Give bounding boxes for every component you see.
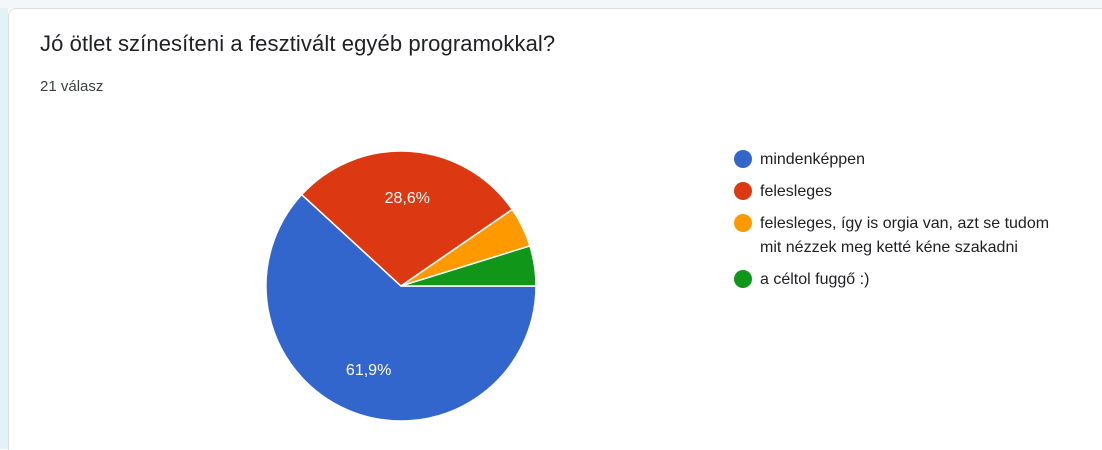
page-edge-left [0, 0, 8, 449]
legend-item-3[interactable]: a céltol fuggő :) [734, 268, 1074, 292]
legend-dot-1 [734, 182, 752, 200]
pie-slice-3[interactable] [400, 244, 537, 287]
legend-item-1[interactable]: felesleges [734, 180, 1074, 204]
slice-label-1: 28,6% [385, 190, 430, 207]
legend-dot-2 [734, 214, 752, 232]
pie-slice-1[interactable] [300, 150, 514, 287]
pie-slice-0[interactable] [265, 193, 537, 422]
response-count: 21 válasz [40, 78, 104, 95]
legend-label-0: mindenképpen [760, 151, 865, 168]
response-card [8, 8, 1102, 450]
legend-label-3: a céltol fuggő :) [760, 271, 870, 288]
legend-dot-3 [734, 270, 752, 288]
page-edge-top [0, 0, 1102, 8]
legend-label-2: felesleges, így is orgia van, azt se tud… [760, 215, 1050, 256]
legend-label-1: felesleges [760, 183, 833, 200]
legend-dot-0 [734, 150, 752, 168]
legend-item-2[interactable]: felesleges, így is orgia van, azt se tud… [734, 212, 1074, 260]
slice-label-0: 61,9% [346, 362, 391, 379]
legend-item-0[interactable]: mindenképpen [734, 148, 1074, 172]
chart-legend: mindenképpen felesleges felesleges, így … [734, 148, 1074, 300]
question-title: Jó ötlet színesíteni a fesztivált egyéb … [40, 31, 556, 56]
